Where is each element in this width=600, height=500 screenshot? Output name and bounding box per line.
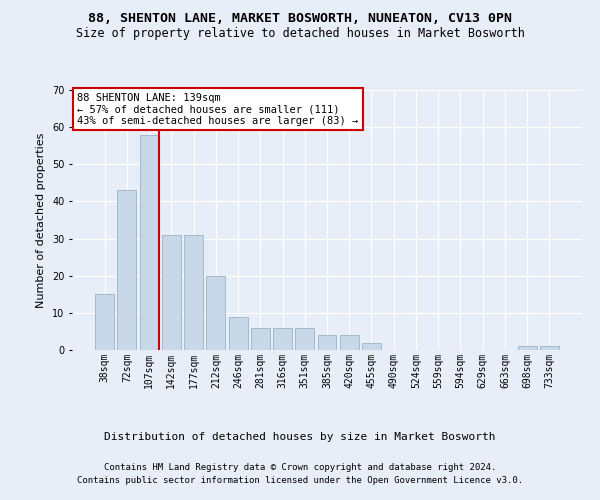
Text: 88 SHENTON LANE: 139sqm
← 57% of detached houses are smaller (111)
43% of semi-d: 88 SHENTON LANE: 139sqm ← 57% of detache… [77,92,358,126]
Bar [229,316,248,350]
Bar [540,346,559,350]
Text: 88, SHENTON LANE, MARKET BOSWORTH, NUNEATON, CV13 0PN: 88, SHENTON LANE, MARKET BOSWORTH, NUNEA… [88,12,512,26]
Bar [206,276,225,350]
Bar [362,342,381,350]
Bar [340,335,359,350]
Bar [140,134,158,350]
Bar [518,346,536,350]
Text: Size of property relative to detached houses in Market Bosworth: Size of property relative to detached ho… [76,28,524,40]
Bar [317,335,337,350]
Text: Distribution of detached houses by size in Market Bosworth: Distribution of detached houses by size … [104,432,496,442]
Text: Contains public sector information licensed under the Open Government Licence v3: Contains public sector information licen… [77,476,523,485]
Bar [95,294,114,350]
Bar [295,328,314,350]
Y-axis label: Number of detached properties: Number of detached properties [37,132,46,308]
Bar [251,328,270,350]
Bar [273,328,292,350]
Bar [162,235,181,350]
Text: Contains HM Land Registry data © Crown copyright and database right 2024.: Contains HM Land Registry data © Crown c… [104,462,496,471]
Bar [184,235,203,350]
Bar [118,190,136,350]
